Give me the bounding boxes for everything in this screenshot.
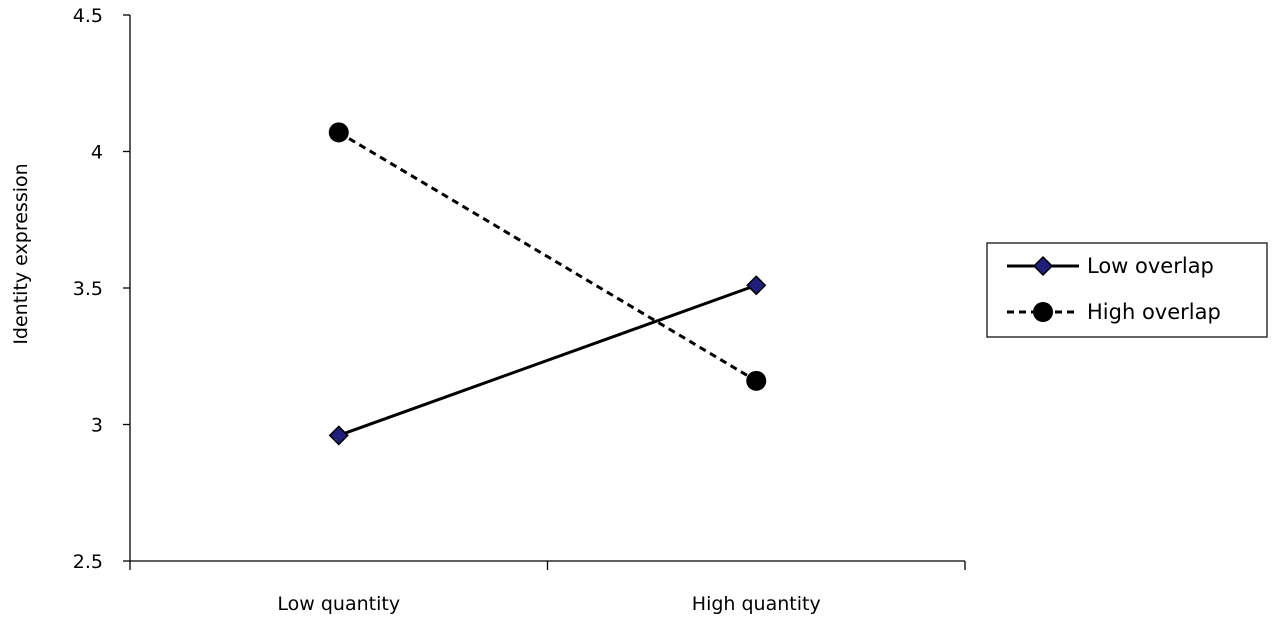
data-point: [1032, 255, 1054, 277]
y-tick-label: 4: [91, 142, 103, 164]
series-layer: [328, 122, 767, 446]
legend-item: High overlap: [1007, 300, 1221, 324]
series-line: [337, 131, 758, 383]
series-line: [338, 283, 757, 437]
y-axis-ticks: 2.5 3 3.5 4 4.5: [73, 5, 130, 573]
data-point: [746, 275, 767, 296]
legend-label: High overlap: [1087, 300, 1221, 324]
legend: Low overlap High overlap: [986, 242, 1268, 338]
legend-label: Low overlap: [1087, 254, 1214, 278]
data-point: [746, 370, 767, 391]
data-point: [1033, 302, 1053, 322]
y-tick-label: 4.5: [73, 5, 103, 27]
x-tick-label: Low quantity: [277, 593, 400, 615]
series-low-overlap: [328, 275, 767, 446]
y-axis-label: Identity expression: [10, 163, 32, 344]
axes: [129, 15, 965, 562]
series-high-overlap: [328, 122, 767, 391]
legend-box: [986, 242, 1268, 338]
data-point: [328, 122, 349, 143]
y-tick-label: 3.5: [73, 278, 103, 300]
x-axis-ticks: Low quantity High quantity: [129, 561, 966, 615]
y-tick-label: 3: [91, 415, 103, 437]
data-point: [328, 425, 349, 446]
legend-item: Low overlap: [1007, 254, 1214, 278]
x-tick-label: High quantity: [692, 593, 821, 615]
y-tick-label: 2.5: [73, 551, 103, 573]
